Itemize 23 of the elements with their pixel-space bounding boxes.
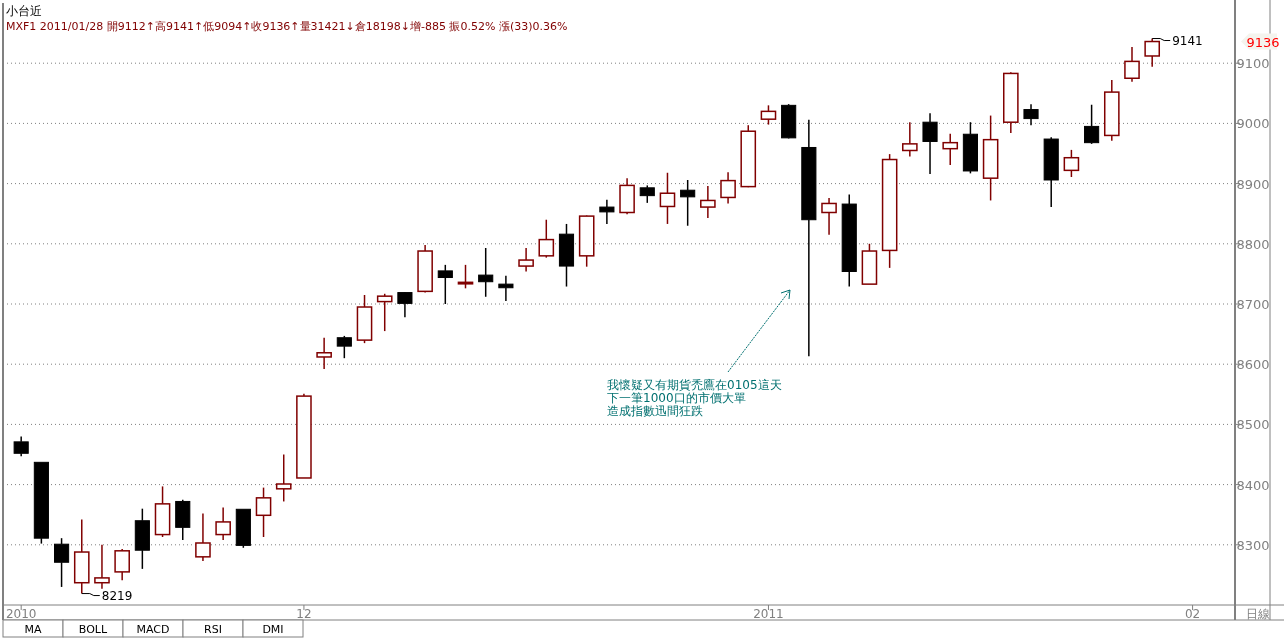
note: 我懷疑又有期貨禿鷹在0105這天 下一筆1000口的市價大單 造成指數迅間狂跌 [607,378,782,418]
x-tick-label: 2011 [753,607,784,621]
annotation: 9141 [1172,33,1203,48]
x-tick-label: 02 [1184,607,1201,621]
x-tick-label: 12 [296,607,312,621]
chart-title: 小台近 [6,4,42,18]
annotation: 8219 [101,588,133,603]
tabs: MA BOLL MACD RSI DMI [2,619,304,638]
price-label: 9141 [1151,33,1203,48]
price-label: 8219 [81,588,133,603]
price-label: 9136 [1241,33,1280,50]
x-tick-label: 2010 [5,607,37,621]
y-tick-label: 8500 [1236,417,1270,433]
y-tick-label: 8600 [1236,357,1270,373]
y-tick-label: 8400 [1236,477,1270,493]
y-tick-label: 9000 [1236,116,1270,132]
text: 日線 [1246,607,1270,621]
y-tick-label: 8700 [1236,297,1270,312]
y-tick-label: 9100 [1236,56,1270,72]
y-tick-label: 8800 [1236,236,1270,252]
y-tick-label: 8300 [1236,537,1270,553]
y-tick-label: 8900 [1236,176,1270,192]
text: MXF1 2011/01/28 開9112↑高9141↑低9094↑收9136↑量31421↓倉18198↓增-885 振0.52% 漲(33)0.36% [6,20,568,33]
